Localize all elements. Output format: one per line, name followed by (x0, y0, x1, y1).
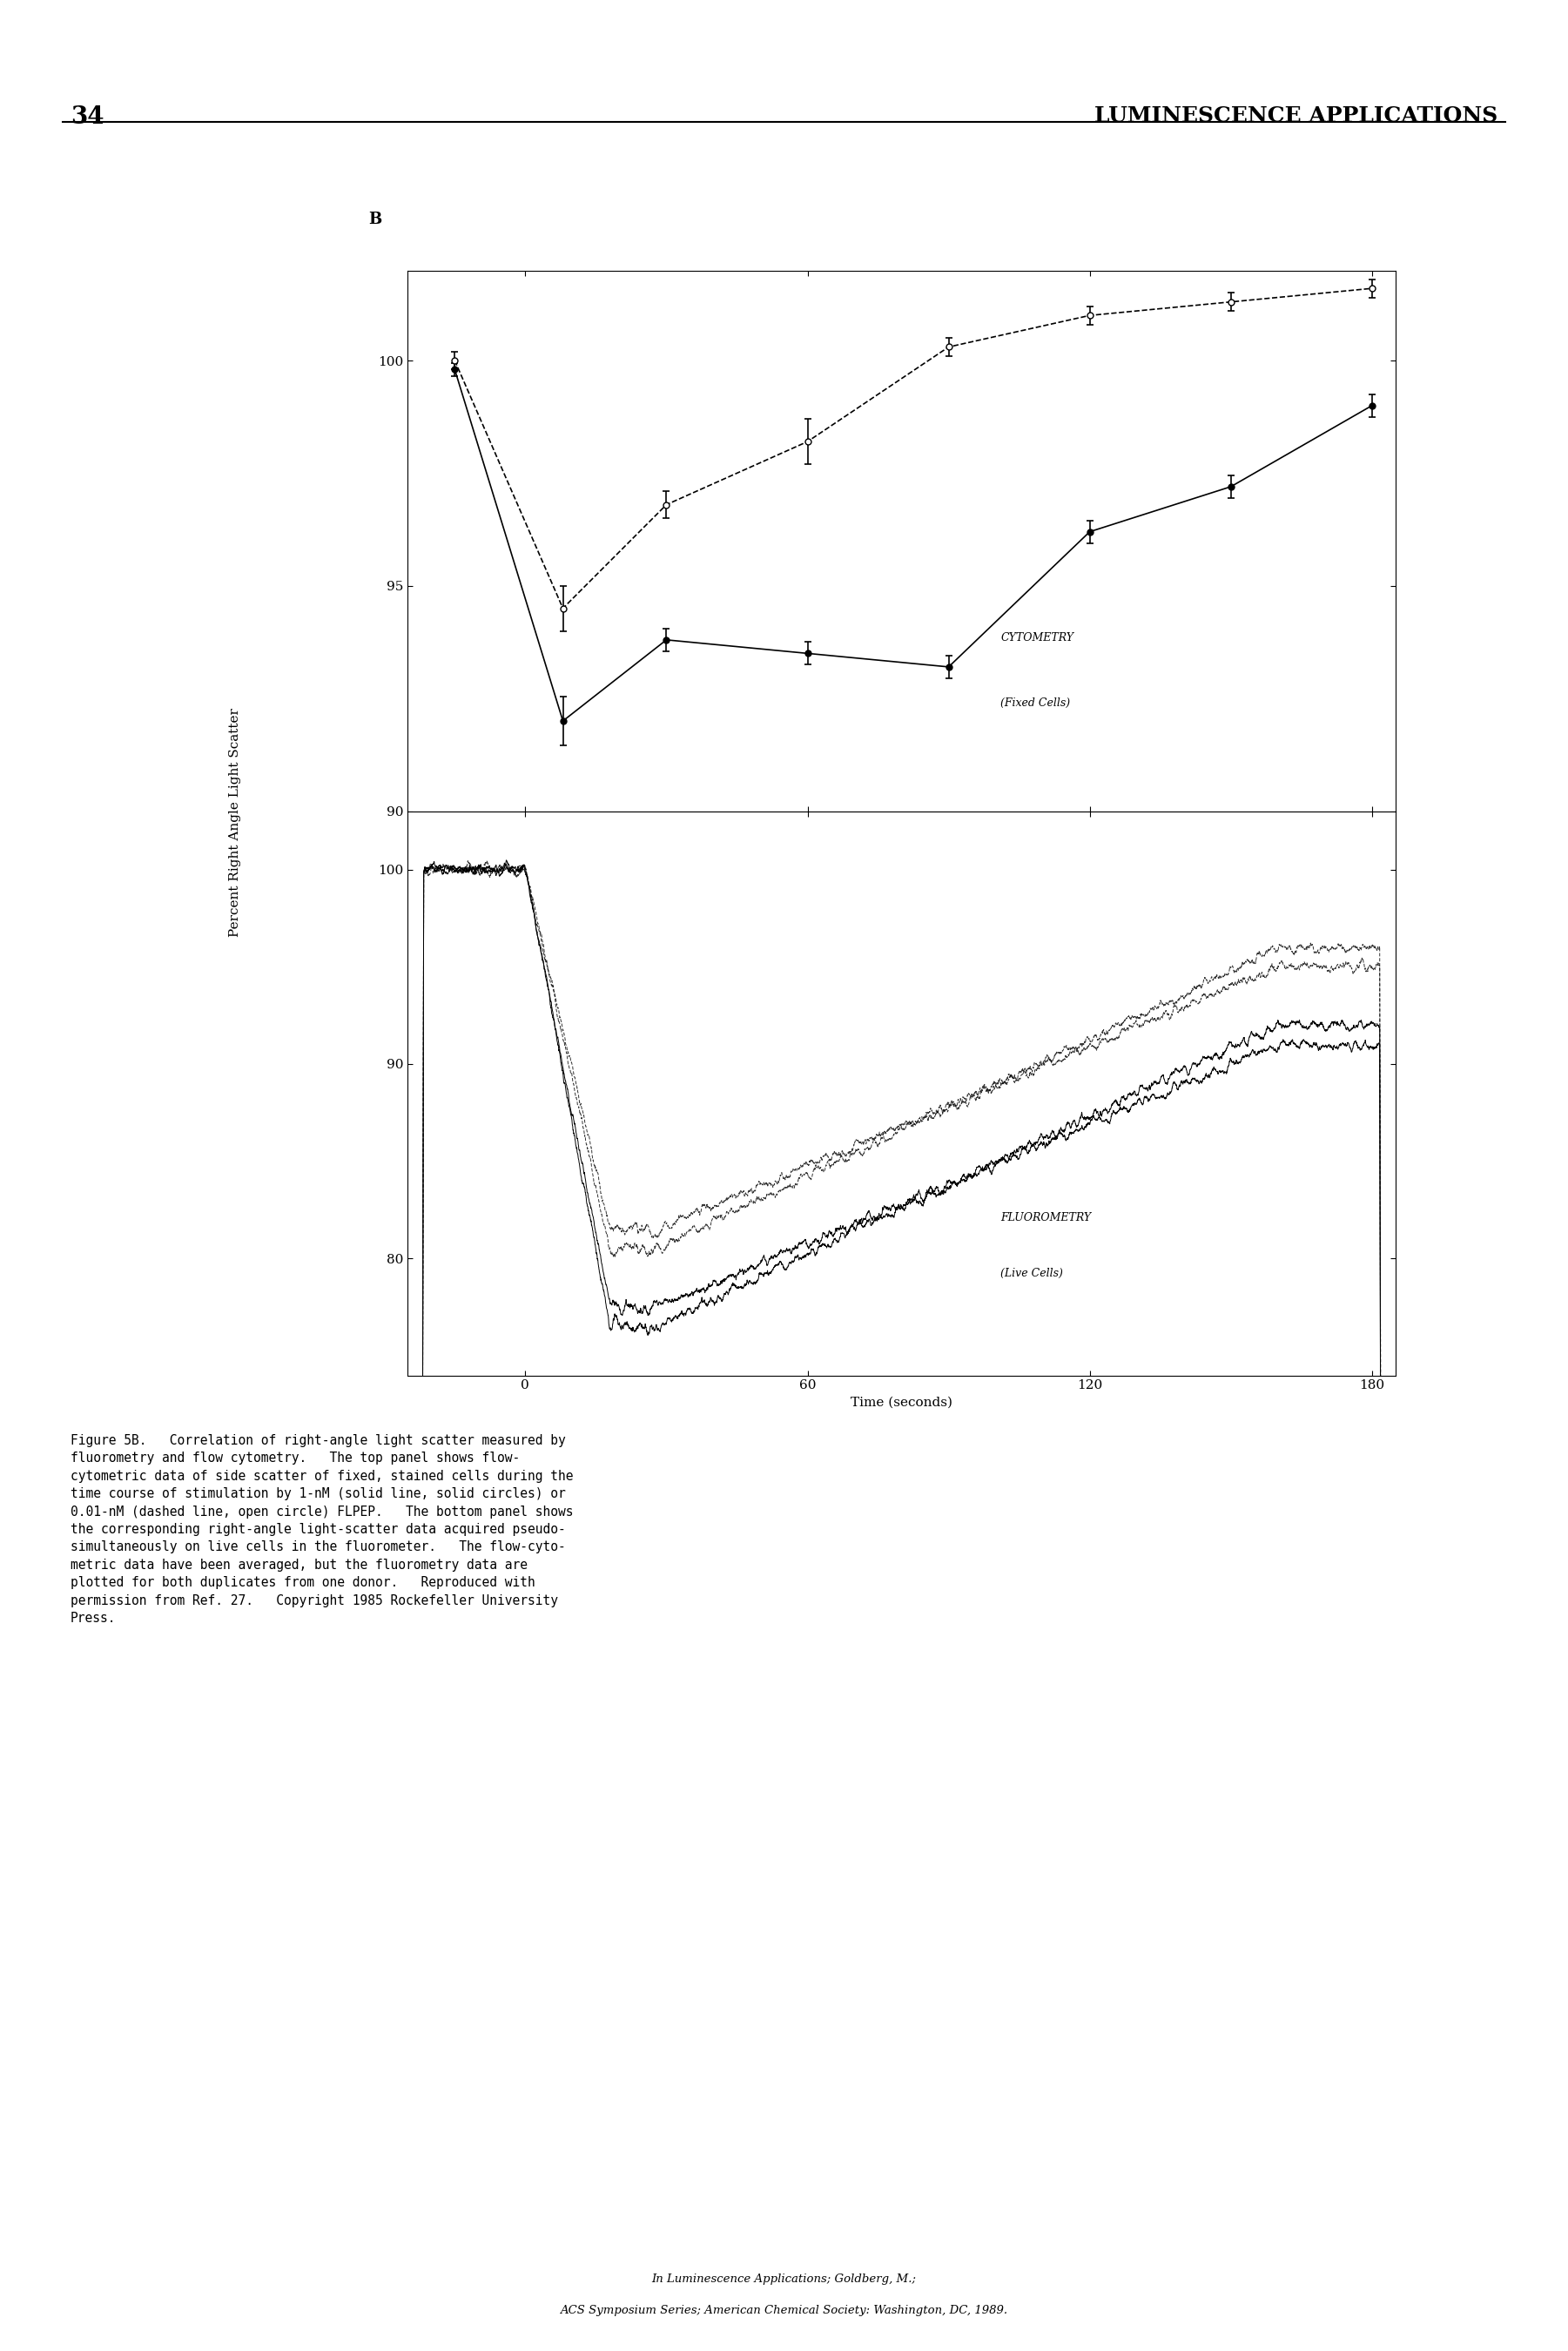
Text: 34: 34 (71, 106, 103, 129)
Text: CYTOMETRY: CYTOMETRY (1000, 632, 1074, 644)
Text: (Fixed Cells): (Fixed Cells) (1000, 698, 1069, 708)
Text: FLUOROMETRY: FLUOROMETRY (1000, 1211, 1091, 1223)
Text: Figure 5B.   Correlation of right-angle light scatter measured by
fluorometry an: Figure 5B. Correlation of right-angle li… (71, 1434, 574, 1625)
Text: ACS Symposium Series; American Chemical Society: Washington, DC, 1989.: ACS Symposium Series; American Chemical … (560, 2304, 1008, 2316)
Text: (Live Cells): (Live Cells) (1000, 1267, 1063, 1279)
Text: Percent Right Angle Light Scatter: Percent Right Angle Light Scatter (229, 708, 241, 938)
Text: In Luminescence Applications; Goldberg, M.;: In Luminescence Applications; Goldberg, … (652, 2273, 916, 2285)
X-axis label: Time (seconds): Time (seconds) (851, 1396, 952, 1408)
Text: B: B (368, 212, 381, 228)
Text: LUMINESCENCE APPLICATIONS: LUMINESCENCE APPLICATIONS (1094, 106, 1497, 127)
